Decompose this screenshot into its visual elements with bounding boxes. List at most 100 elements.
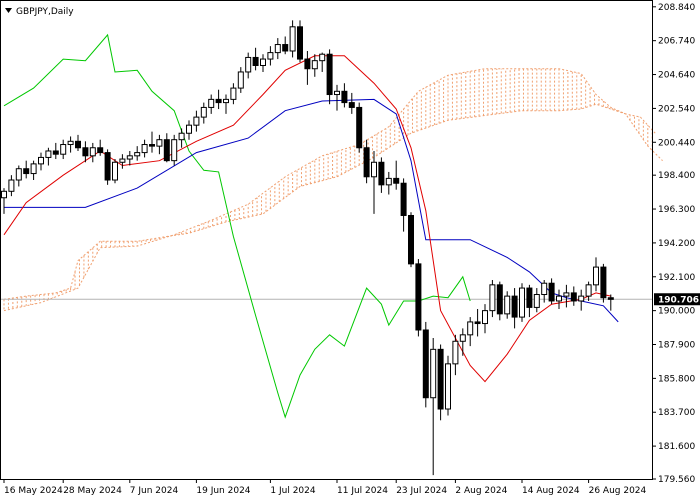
x-tick-label: 26 Aug 2024 [589, 486, 647, 496]
candle-body-bullish [533, 294, 540, 308]
candle-body-bullish [585, 284, 592, 297]
candle-body-bullish [267, 52, 274, 60]
candle-body-bearish [496, 284, 503, 315]
candle-body-bullish [274, 44, 281, 54]
candle-body-bullish [193, 116, 200, 126]
y-tick-label: 200.440 [658, 138, 695, 148]
candle-body-bullish [134, 152, 141, 157]
candle-body-bearish [570, 292, 577, 302]
candle-body-bullish [156, 139, 163, 147]
candle-body-bearish [378, 161, 385, 186]
candle-body-bearish [600, 266, 607, 299]
candle-body-bearish [163, 139, 170, 162]
current-price-label-bg [654, 293, 700, 306]
candle-body-bullish [467, 321, 474, 336]
candles [1, 20, 614, 476]
x-tick-label: 1 Jul 2024 [270, 486, 315, 496]
y-tick-label: 206.740 [658, 37, 695, 47]
candle-body-bullish [504, 295, 511, 315]
candle-body-bullish [141, 144, 148, 154]
candle-body-bullish [452, 340, 459, 365]
y-axis: 208.840 206.740 204.640 202.540 200.440 198.4… [652, 3, 695, 485]
candle-body-bearish [297, 26, 303, 60]
candle-body-bullish [334, 90, 340, 96]
candle-body-bearish [415, 263, 422, 331]
plot-frame [0, 0, 653, 480]
candle-body-bearish [474, 321, 481, 325]
y-tick-label: 187.900 [658, 341, 695, 351]
candle-body-bearish [304, 58, 311, 70]
candle-body-bullish [126, 155, 133, 160]
candle-body-bullish [578, 295, 585, 302]
candle-body-bullish [482, 310, 488, 325]
candle-body-bearish [408, 214, 414, 265]
candle-body-bearish [511, 295, 518, 318]
y-tick-label: 192.100 [658, 273, 695, 283]
candle-body-bearish [82, 147, 89, 157]
y-tick-label: 204.640 [658, 71, 695, 81]
candle-body-bearish [400, 182, 407, 216]
candle-body-bullish [60, 144, 67, 155]
candle-body-bearish [422, 329, 429, 399]
x-tick-label: 23 Jul 2024 [396, 486, 447, 496]
candle-body-bullish [230, 87, 237, 100]
candle-body-bearish [356, 106, 363, 149]
candle-body-bearish [104, 152, 111, 181]
candle-body-bullish [200, 106, 207, 118]
x-tick-label: 7 Jun 2024 [130, 486, 179, 496]
y-tick-label: 185.800 [658, 374, 695, 384]
candle-body-bullish [260, 58, 266, 67]
candle-body-bearish [437, 348, 444, 410]
candle-body-bearish [393, 177, 400, 184]
candle-body-bullish [178, 132, 185, 141]
candle-body-bearish [548, 282, 555, 302]
y-tick-label: 183.700 [658, 408, 695, 418]
candle-body-bullish [245, 56, 252, 73]
y-tick-label: 208.840 [658, 3, 695, 13]
candle-body-bullish [38, 156, 44, 165]
candle-body-bearish [326, 53, 333, 96]
candle-body-bearish [75, 140, 81, 149]
candle-body-bullish [1, 190, 7, 199]
candle-body-bullish [519, 287, 525, 318]
candle-body-bullish [208, 98, 215, 108]
candle-body-bearish [23, 168, 30, 175]
candle-body-bullish [289, 26, 296, 52]
x-axis: 16 May 2024 28 May 2024 7 Jun 2024 19 Jun 2… [3, 479, 647, 496]
candle-body-bullish [171, 139, 178, 162]
candle-body-bullish [563, 292, 570, 297]
candle-body-bearish [215, 98, 222, 104]
senkou-span-b-line [3, 68, 656, 312]
senkou-span-a-line [3, 103, 663, 300]
candle-body-bearish [363, 147, 370, 178]
candle-body-bullish [237, 71, 244, 89]
candle-body-bullish [89, 147, 96, 157]
y-tick-label: 196.300 [658, 205, 695, 215]
candle-body-bullish [371, 161, 377, 178]
candle-body-bullish [112, 161, 118, 181]
x-tick-label: 11 Jul 2024 [337, 486, 388, 496]
chart-title: GBPJPY,Daily [16, 7, 74, 17]
candle-body-bullish [45, 150, 52, 158]
candle-body-bullish [119, 158, 126, 163]
x-tick-label: 28 May 2024 [63, 486, 122, 496]
candle-body-bearish [252, 56, 259, 67]
y-tick-label: 179.560 [658, 475, 695, 485]
chikou-span-line [3, 33, 471, 419]
candle-body-bearish [149, 144, 155, 147]
x-tick-label: 14 Aug 2024 [522, 486, 580, 496]
candle-body-bullish [556, 295, 562, 302]
candle-body-bullish [223, 98, 229, 104]
candle-body-bullish [311, 60, 318, 70]
candle-body-bearish [52, 150, 59, 155]
candle-body-bullish [445, 363, 451, 410]
symbol-dropdown-icon[interactable] [5, 8, 12, 13]
candle-body-bullish [8, 179, 15, 192]
candle-body-bullish [459, 334, 466, 342]
current-price-label-text: 190.706 [658, 295, 699, 305]
candle-body-bullish [67, 140, 74, 146]
candle-body-bearish [348, 102, 355, 108]
candle-body-bullish [430, 348, 437, 399]
